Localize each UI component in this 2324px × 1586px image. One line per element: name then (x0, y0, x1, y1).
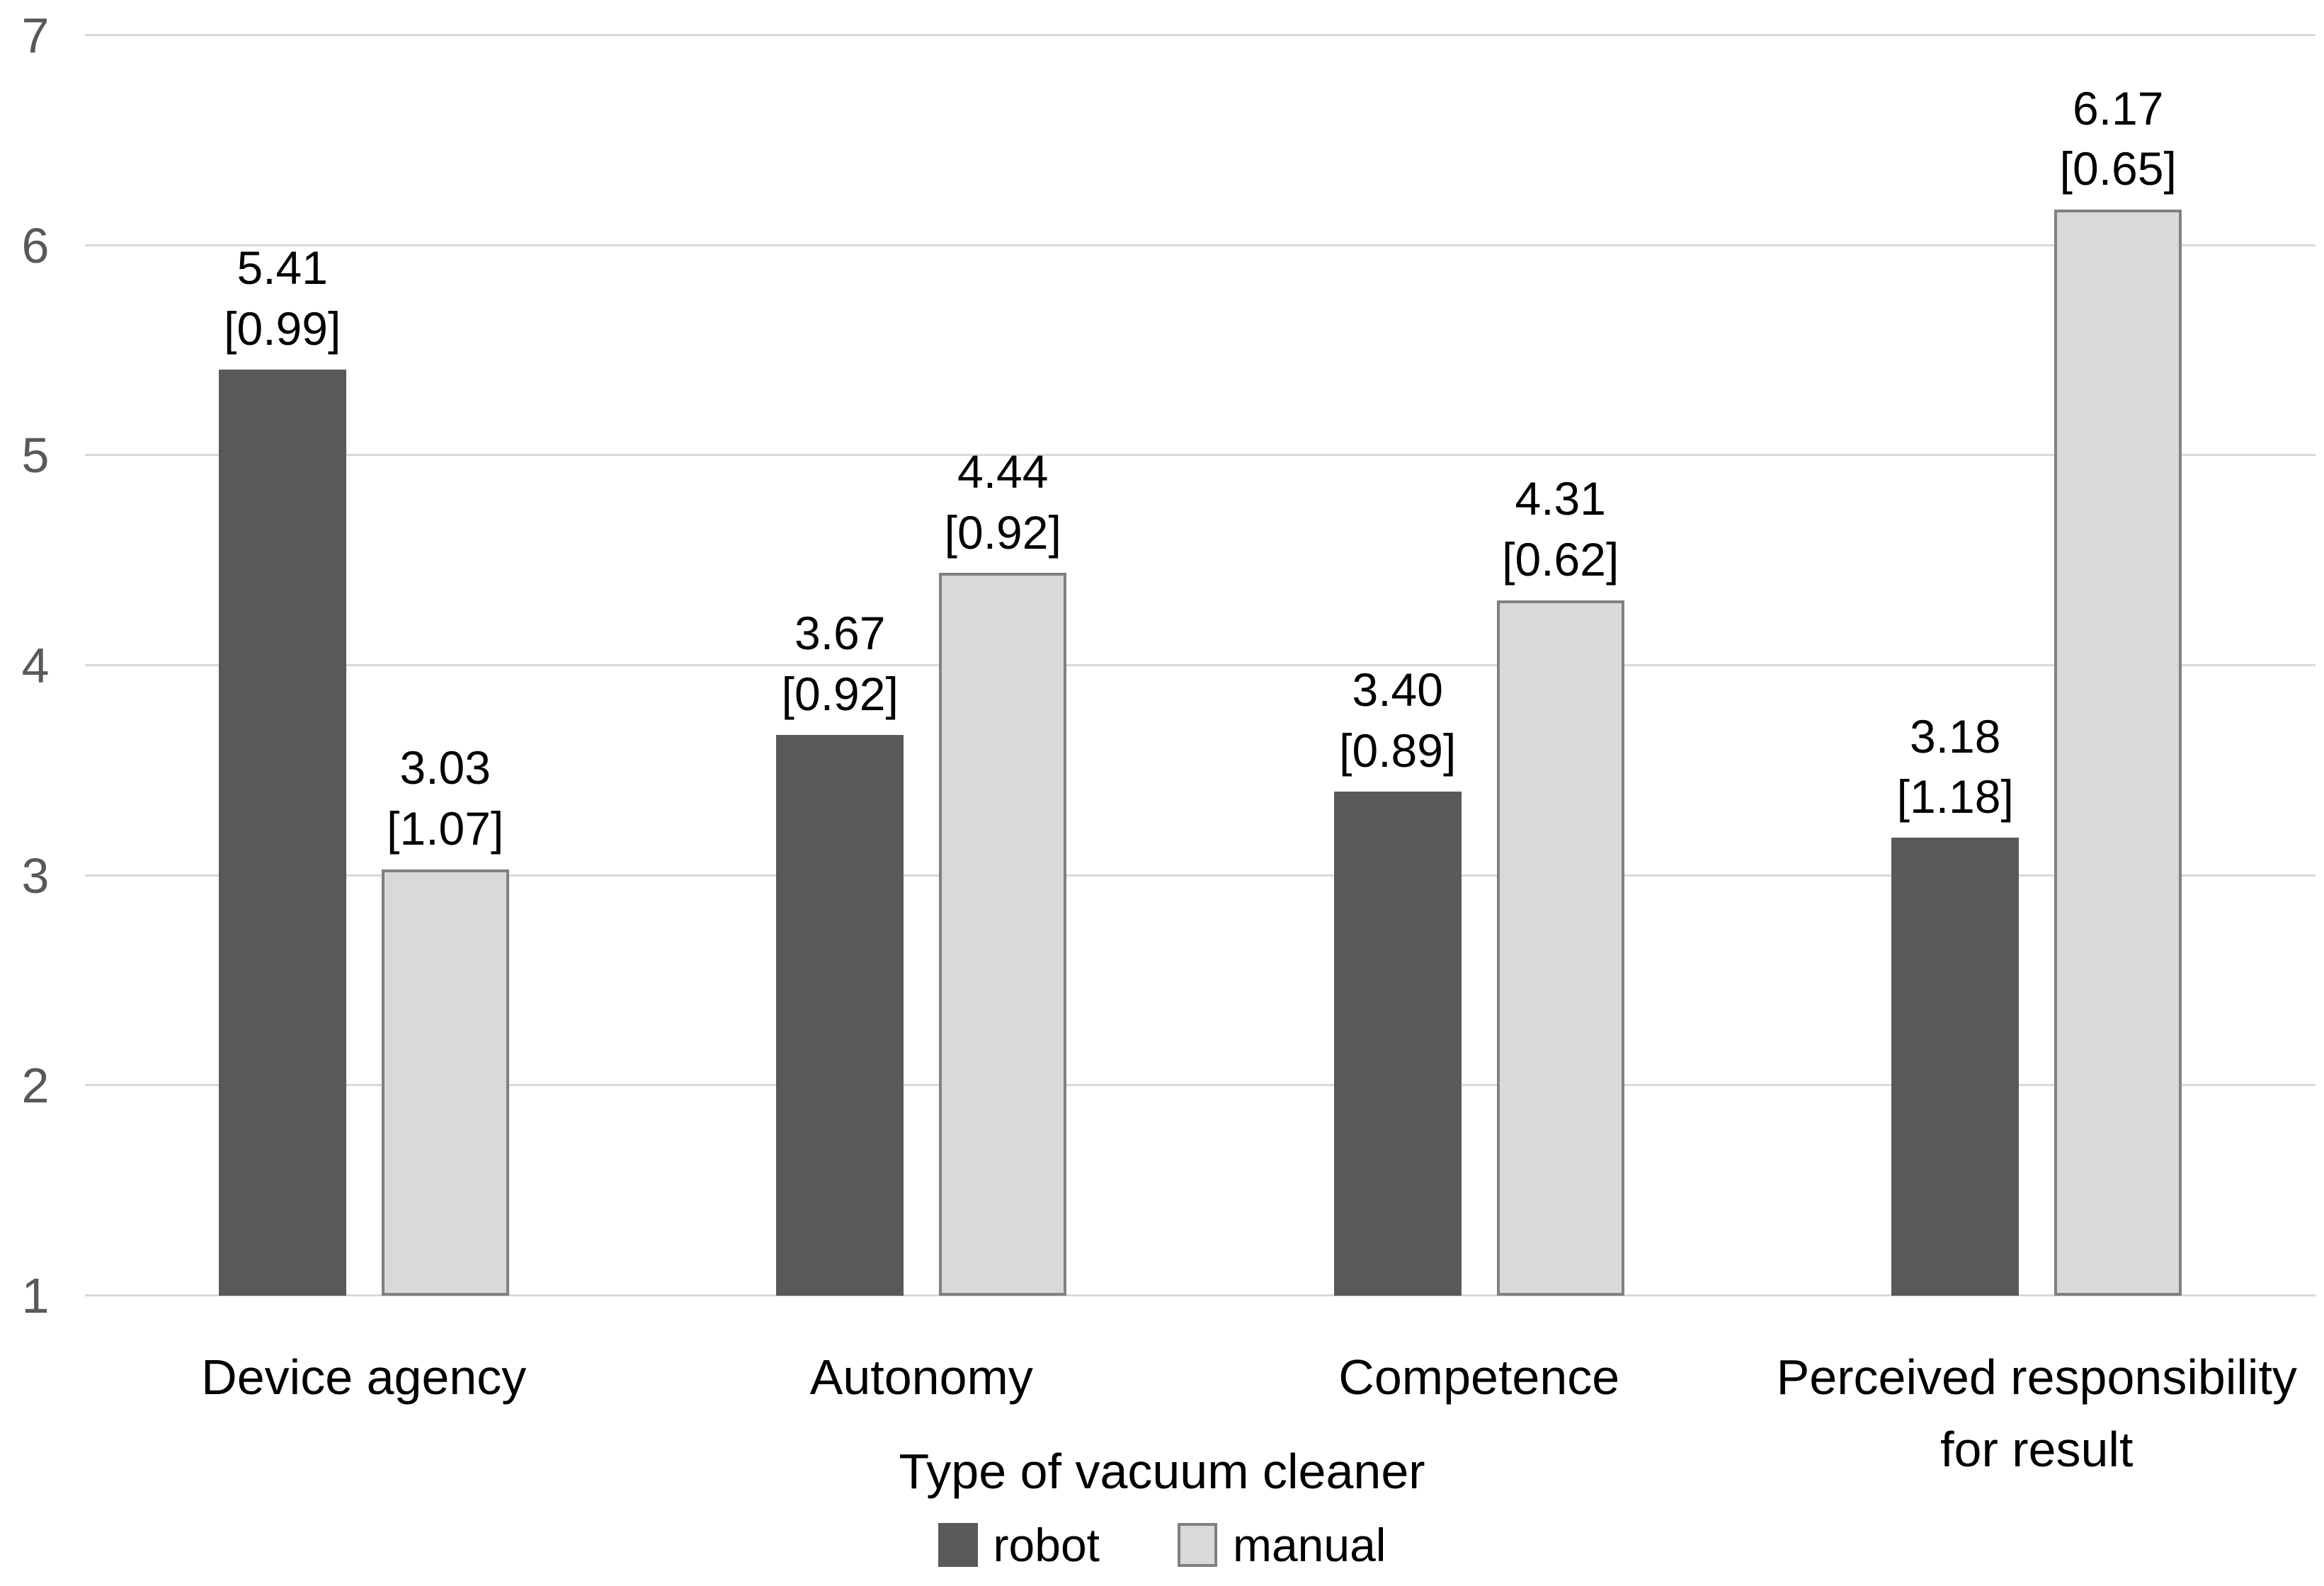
gridline-3 (85, 874, 2316, 877)
y-tick-label-1: 1 (21, 1268, 50, 1323)
legend-swatch-robot-icon (938, 1523, 978, 1567)
bar-value-label-robot-0: 5.41 [0.99] (224, 241, 341, 355)
y-axis: 1 2 3 4 5 6 7 (0, 11, 71, 1320)
bar-robot-2 (1333, 792, 1462, 1296)
bar-value-label-manual-0: 3.03 [1.07] (387, 741, 504, 855)
category-label-2: Competence (1338, 1350, 1620, 1405)
bar-value-label-manual-3: 6.17 [0.65] (2059, 81, 2177, 195)
category-label-0: Device agency (201, 1350, 527, 1405)
bar-manual-1 (939, 573, 1067, 1296)
gridline-5 (85, 454, 2316, 457)
y-tick-label-4: 4 (21, 638, 50, 693)
legend: robot manual (0, 1517, 2324, 1573)
y-tick-label-7: 7 (21, 8, 50, 63)
category-label-1: Autonomy (809, 1350, 1033, 1405)
y-tick-label-3: 3 (21, 848, 50, 903)
category-label-3: Perceived responsibility for result (1776, 1350, 2297, 1477)
x-axis-title: Type of vacuum cleaner (899, 1444, 1425, 1499)
legend-swatch-manual-icon (1177, 1523, 1217, 1567)
legend-label-robot: robot (993, 1519, 1100, 1571)
bar-manual-0 (381, 869, 509, 1296)
bar-robot-3 (1891, 838, 2020, 1296)
bar-value-label-robot-2: 3.40 [0.89] (1339, 663, 1457, 777)
legend-item-robot: robot (938, 1518, 1100, 1572)
gridline-7 (85, 34, 2316, 36)
gridline-4 (85, 664, 2316, 666)
gridline-6 (85, 244, 2316, 246)
gridline-1 (85, 1294, 2316, 1296)
bar-value-label-robot-1: 3.67 [0.92] (781, 607, 899, 721)
bar-manual-3 (2054, 210, 2182, 1296)
y-tick-label-2: 2 (21, 1058, 50, 1114)
plot-area: 5.41 [0.99] 3.03 [1.07] 3.67 [0.92] 4.44 [0… (85, 34, 2316, 1296)
legend-item-manual: manual (1177, 1518, 1386, 1572)
gridline-2 (85, 1084, 2316, 1087)
y-tick-label-5: 5 (21, 428, 50, 484)
y-tick-label-6: 6 (21, 217, 50, 273)
legend-label-manual: manual (1232, 1519, 1386, 1571)
bar-value-label-manual-1: 4.44 [0.92] (944, 445, 1061, 559)
bar-robot-1 (776, 734, 904, 1296)
bar-value-label-manual-2: 4.31 [0.62] (1502, 472, 1619, 586)
bar-manual-2 (1496, 600, 1624, 1296)
bar-robot-0 (218, 369, 346, 1296)
bar-value-label-robot-3: 3.18 [1.18] (1896, 709, 2014, 823)
